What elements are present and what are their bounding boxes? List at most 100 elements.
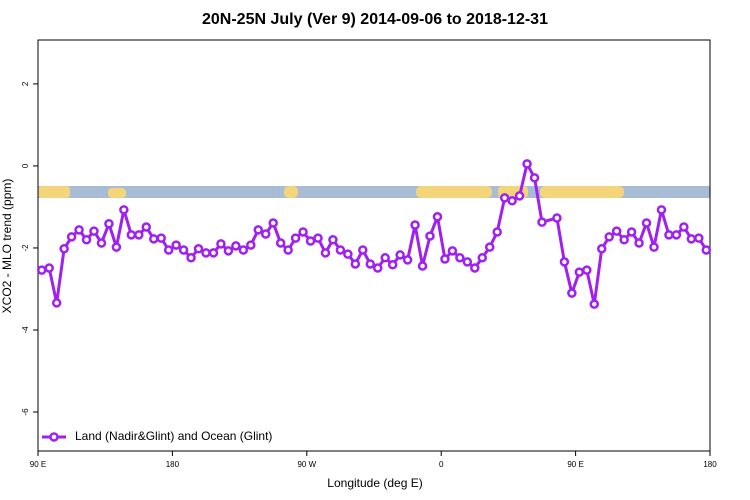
point [656,205,667,215]
point [246,240,256,250]
point [440,254,450,264]
point [186,253,196,263]
x-tick-label: 90 E [30,460,46,469]
point [470,263,480,273]
point [134,230,144,240]
point [619,235,629,245]
point [679,222,689,232]
point [387,260,398,270]
point [320,248,331,258]
point [492,227,502,237]
point [537,217,547,227]
y-tick-label: -6 [21,408,30,416]
point [664,230,674,240]
point [686,234,697,244]
point [253,225,264,235]
point [410,220,420,230]
point [611,226,622,236]
point [96,238,107,248]
x-tick-label: 0 [439,460,444,469]
point [126,230,137,240]
x-tick-label: 180 [166,460,180,469]
point [238,245,249,255]
point [201,248,211,258]
point [193,244,204,254]
point [574,267,585,277]
y-axis-label: XCO2 - MLO trend (ppm) [0,179,14,314]
point [365,259,376,269]
point [89,226,99,236]
map-strip [38,186,710,198]
point [104,219,114,229]
point [596,244,607,254]
point [559,257,570,267]
point [634,238,644,248]
point [626,227,637,237]
point [447,246,458,256]
point [350,259,361,269]
point [163,245,174,255]
plot-frame [37,39,711,452]
point [567,288,577,298]
y-tick-label: -2 [21,244,30,252]
x-tick-label: 90 W [297,460,316,469]
point [380,253,390,263]
point [208,248,219,258]
point [701,245,712,255]
legend [40,426,280,446]
point [313,233,323,243]
point [477,253,488,263]
point [298,227,308,237]
point [529,173,540,183]
y-tick-label: -4 [21,326,30,334]
point [649,242,659,252]
point [66,232,77,242]
point [641,218,652,228]
chart-title: 20N-25N July (Ver 9) 2014-09-06 to 2018-… [202,11,548,28]
point [671,230,682,240]
legend-marker [49,432,59,442]
point [328,235,338,245]
point [604,232,614,242]
point [395,250,405,260]
legend-label: Land (Nadir&Glint) and Ocean (Glint) [75,429,272,443]
point [44,263,54,273]
point [358,245,368,255]
y-tick-label: 0 [21,163,30,168]
point [417,261,428,271]
point [156,233,166,243]
point [507,196,517,206]
x-axis-label: Longitude (deg E) [327,476,422,490]
point [432,212,443,222]
point [119,205,129,215]
point [81,235,92,245]
point [694,233,704,243]
point [522,159,532,169]
point [223,246,234,256]
point [231,241,241,251]
point [36,265,47,275]
point [59,244,69,254]
point [499,193,510,203]
point [582,265,592,275]
point [260,229,271,239]
y-tick-label: 2 [21,81,30,86]
point [372,263,383,273]
point [290,233,301,243]
point [283,245,293,255]
point [425,231,435,241]
point [514,191,525,201]
point [111,242,122,252]
point [74,225,84,235]
x-tick-label: 90 E [567,460,583,469]
point [216,239,226,249]
point [171,240,181,250]
point [305,236,316,246]
point [275,238,286,248]
point [178,245,189,255]
point [552,213,562,223]
point [51,298,62,308]
point [343,249,353,259]
point [268,218,278,228]
